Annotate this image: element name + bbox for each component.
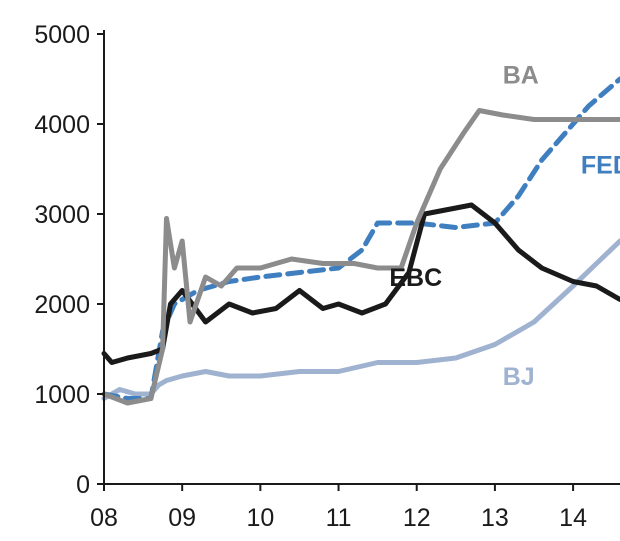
series-line-ba (101, 108, 620, 406)
y-tick-label: 5000 (34, 21, 90, 49)
series-label-ebc: EBC (389, 264, 442, 292)
y-tick-label: 4000 (34, 111, 90, 139)
x-tick-label: 09 (168, 504, 196, 532)
y-tick-label: 0 (76, 471, 90, 499)
x-tick-label: 14 (559, 504, 587, 532)
labels: BJ FED EBC BA (389, 62, 620, 392)
axes: 0 1000 2000 3000 4000 5000 08 09 10 11 12 13 14 (34, 21, 620, 532)
x-tick-label: 12 (403, 504, 431, 532)
series-label-bj: BJ (503, 363, 535, 391)
x-tick-label: 10 (246, 504, 274, 532)
y-tick-label: 3000 (34, 201, 90, 229)
series-line-ebc (101, 202, 620, 365)
series-layer (101, 76, 620, 406)
y-tick-label: 2000 (34, 291, 90, 319)
x-tick-label: 13 (481, 504, 509, 532)
series-label-fed: FED (581, 152, 620, 180)
x-tick-label: 08 (90, 504, 118, 532)
y-tick-label: 1000 (34, 381, 90, 409)
x-tick-label: 11 (326, 504, 352, 532)
series-label-ba: BA (503, 62, 539, 90)
